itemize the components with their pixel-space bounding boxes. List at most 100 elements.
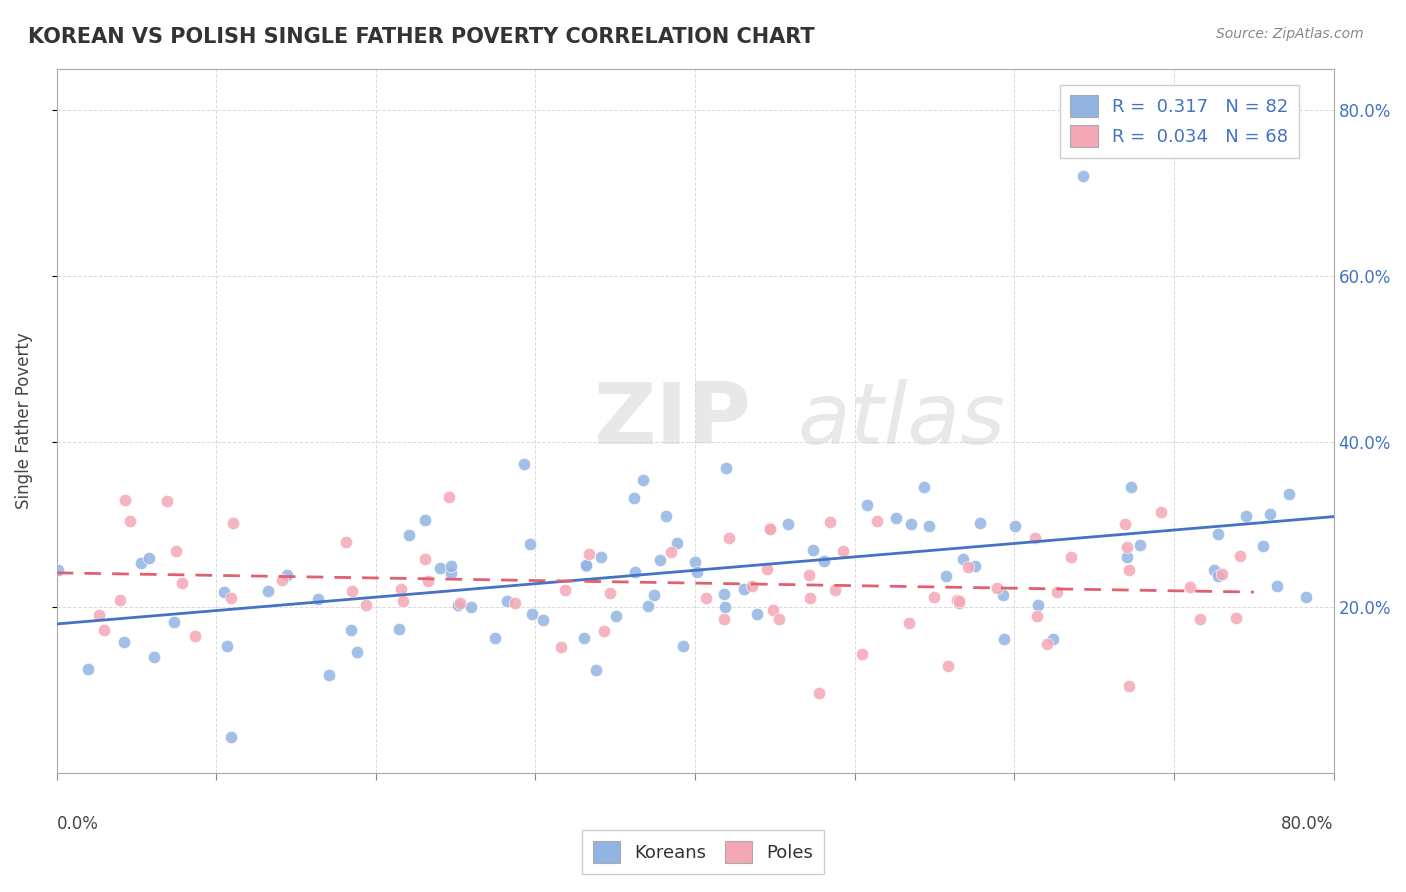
Point	[163, 615, 186, 630]
Point	[801, 542, 824, 557]
Point	[1114, 516, 1136, 531]
Point	[318, 668, 340, 682]
Point	[531, 614, 554, 628]
Point	[165, 543, 187, 558]
Point	[572, 631, 595, 645]
Point	[48, 563, 70, 577]
Point	[898, 615, 921, 630]
Point	[776, 516, 799, 531]
Point	[184, 630, 207, 644]
Point	[799, 568, 821, 582]
Point	[922, 590, 945, 604]
Point	[120, 514, 142, 528]
Text: 80.0%: 80.0%	[1281, 815, 1334, 833]
Point	[170, 576, 193, 591]
Point	[87, 607, 110, 622]
Text: Source: ZipAtlas.com: Source: ZipAtlas.com	[1216, 27, 1364, 41]
Point	[623, 491, 645, 506]
Point	[1046, 584, 1069, 599]
Point	[108, 592, 131, 607]
Point	[129, 556, 152, 570]
Point	[683, 556, 706, 570]
Point	[354, 598, 377, 612]
Point	[1024, 531, 1046, 545]
Point	[339, 623, 361, 637]
Point	[643, 588, 665, 602]
Point	[276, 567, 298, 582]
Point	[257, 584, 280, 599]
Text: 0.0%: 0.0%	[56, 815, 98, 833]
Point	[550, 640, 572, 654]
Point	[1150, 505, 1173, 519]
Point	[718, 532, 741, 546]
Legend: R =  0.317   N = 82, R =  0.034   N = 68: R = 0.317 N = 82, R = 0.034 N = 68	[1060, 85, 1299, 158]
Point	[1118, 679, 1140, 693]
Y-axis label: Single Father Poverty: Single Father Poverty	[15, 333, 32, 509]
Point	[440, 558, 463, 573]
Point	[212, 585, 235, 599]
Point	[831, 544, 853, 558]
Point	[965, 559, 987, 574]
Text: KOREAN VS POLISH SINGLE FATHER POVERTY CORRELATION CHART: KOREAN VS POLISH SINGLE FATHER POVERTY C…	[28, 27, 814, 46]
Point	[270, 574, 292, 588]
Text: ZIP: ZIP	[593, 379, 751, 462]
Point	[1253, 539, 1275, 553]
Point	[1004, 518, 1026, 533]
Point	[418, 574, 440, 589]
Text: atlas: atlas	[797, 379, 1005, 462]
Point	[1025, 609, 1047, 624]
Point	[593, 624, 616, 638]
Point	[388, 623, 411, 637]
Point	[946, 592, 969, 607]
Point	[1204, 563, 1226, 577]
Point	[936, 659, 959, 673]
Point	[659, 545, 682, 559]
Point	[952, 551, 974, 566]
Point	[575, 558, 598, 573]
Point	[1211, 567, 1233, 582]
Point	[413, 513, 436, 527]
Point	[1189, 612, 1212, 626]
Point	[413, 552, 436, 566]
Point	[759, 522, 782, 536]
Point	[948, 594, 970, 608]
Point	[813, 553, 835, 567]
Point	[460, 599, 482, 614]
Point	[114, 492, 136, 507]
Point	[745, 607, 768, 621]
Point	[591, 550, 613, 565]
Point	[991, 588, 1014, 602]
Point	[440, 566, 463, 581]
Point	[1278, 487, 1301, 501]
Point	[695, 591, 717, 605]
Point	[900, 516, 922, 531]
Point	[824, 582, 846, 597]
Point	[1178, 581, 1201, 595]
Point	[138, 550, 160, 565]
Point	[799, 591, 821, 605]
Point	[346, 645, 368, 659]
Point	[1229, 549, 1251, 564]
Point	[1116, 540, 1139, 554]
Point	[484, 632, 506, 646]
Point	[851, 647, 873, 661]
Point	[758, 521, 780, 535]
Point	[993, 632, 1015, 646]
Point	[519, 537, 541, 551]
Point	[713, 612, 735, 626]
Point	[1234, 509, 1257, 524]
Point	[335, 534, 357, 549]
Point	[578, 547, 600, 561]
Point	[496, 594, 519, 608]
Point	[554, 582, 576, 597]
Point	[585, 663, 607, 677]
Point	[637, 599, 659, 613]
Point	[503, 596, 526, 610]
Point	[1225, 611, 1247, 625]
Point	[520, 607, 543, 622]
Point	[685, 565, 707, 579]
Legend: Koreans, Poles: Koreans, Poles	[582, 830, 824, 874]
Point	[713, 587, 735, 601]
Point	[219, 591, 242, 606]
Point	[648, 553, 671, 567]
